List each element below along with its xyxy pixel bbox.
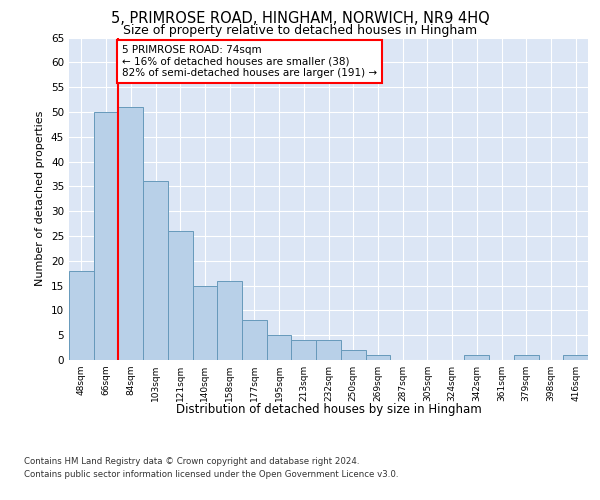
Bar: [94, 112, 118, 360]
Text: Contains HM Land Registry data © Crown copyright and database right 2024.: Contains HM Land Registry data © Crown c…: [24, 458, 359, 466]
Text: 5, PRIMROSE ROAD, HINGHAM, NORWICH, NR9 4HQ: 5, PRIMROSE ROAD, HINGHAM, NORWICH, NR9 …: [110, 11, 490, 26]
Bar: [143, 182, 168, 360]
Bar: [69, 270, 94, 360]
Bar: [267, 335, 292, 360]
Bar: [193, 286, 217, 360]
Bar: [464, 355, 489, 360]
Bar: [168, 231, 193, 360]
Text: Distribution of detached houses by size in Hingham: Distribution of detached houses by size …: [176, 402, 482, 415]
Text: Contains public sector information licensed under the Open Government Licence v3: Contains public sector information licen…: [24, 470, 398, 479]
Bar: [341, 350, 365, 360]
Text: Size of property relative to detached houses in Hingham: Size of property relative to detached ho…: [123, 24, 477, 37]
Bar: [316, 340, 341, 360]
Bar: [365, 355, 390, 360]
Bar: [514, 355, 539, 360]
Y-axis label: Number of detached properties: Number of detached properties: [35, 111, 46, 286]
Bar: [242, 320, 267, 360]
Text: 5 PRIMROSE ROAD: 74sqm
← 16% of detached houses are smaller (38)
82% of semi-det: 5 PRIMROSE ROAD: 74sqm ← 16% of detached…: [122, 45, 377, 78]
Bar: [292, 340, 316, 360]
Bar: [118, 107, 143, 360]
Bar: [563, 355, 588, 360]
Bar: [217, 280, 242, 360]
